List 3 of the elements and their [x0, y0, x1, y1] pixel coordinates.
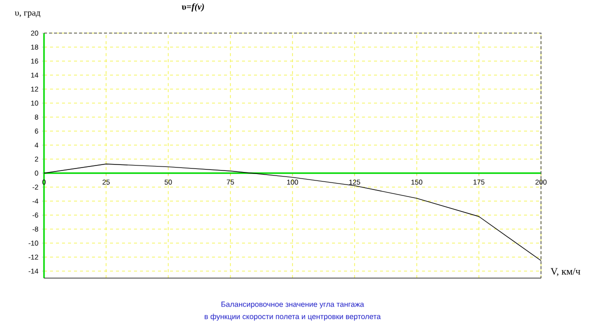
x-axis-title: V, км/ч	[550, 268, 580, 276]
chart-title: υ=f(v)	[182, 3, 204, 12]
y-axis-title: υ, град	[14, 11, 40, 18]
